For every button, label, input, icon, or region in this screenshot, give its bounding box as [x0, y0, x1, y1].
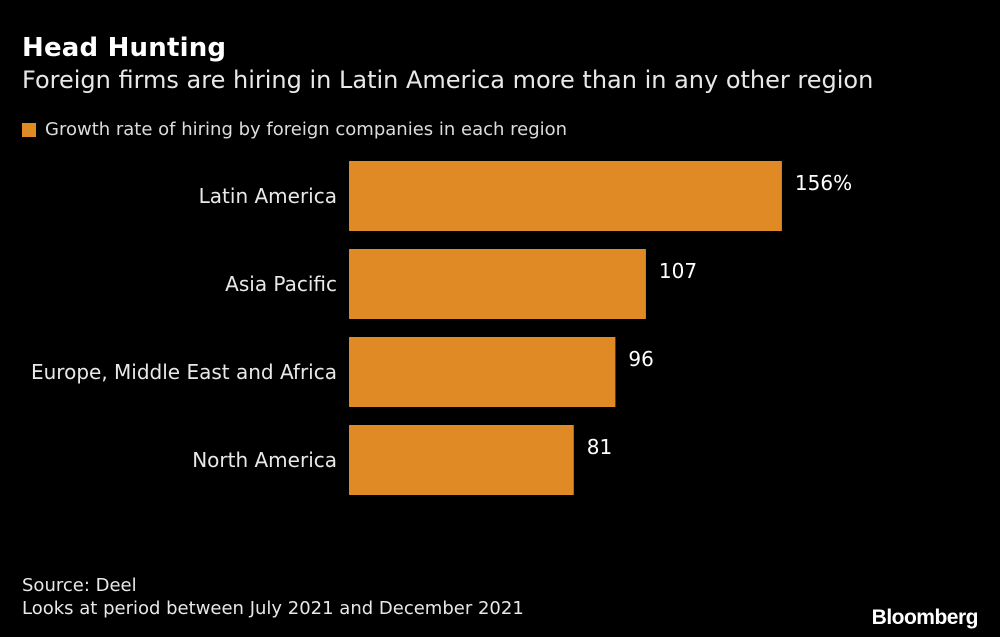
bar-asia-pacific	[349, 249, 646, 319]
bar-latin-america	[349, 161, 782, 231]
bar-europe-middle-east-and-africa	[349, 337, 616, 407]
period-note: Looks at period between July 2021 and De…	[22, 598, 524, 619]
legend: Growth rate of hiring by foreign compani…	[22, 119, 567, 140]
source-note: Source: Deel	[22, 575, 137, 596]
value-label: 156%	[795, 171, 852, 195]
legend-label: Growth rate of hiring by foreign compani…	[45, 119, 568, 140]
chart-title: Head Hunting	[22, 33, 227, 63]
bar-north-america	[349, 425, 574, 495]
footer: Source: Deel Looks at period between Jul…	[22, 574, 524, 620]
category-label: North America	[192, 448, 337, 472]
bloomberg-logo: Bloomberg	[871, 606, 979, 629]
category-label: Latin America	[199, 184, 337, 208]
value-label: 81	[587, 435, 612, 459]
category-label: Asia Pacific	[225, 272, 337, 296]
value-label: 96	[628, 347, 653, 371]
chart-subtitle: Foreign firms are hiring in Latin Americ…	[22, 66, 874, 94]
value-label: 107	[659, 259, 697, 283]
category-label: Europe, Middle East and Africa	[31, 360, 337, 384]
bar-chart: Latin America 156% Asia Pacific 107 Europe, …	[31, 161, 852, 495]
legend-swatch	[22, 122, 36, 137]
